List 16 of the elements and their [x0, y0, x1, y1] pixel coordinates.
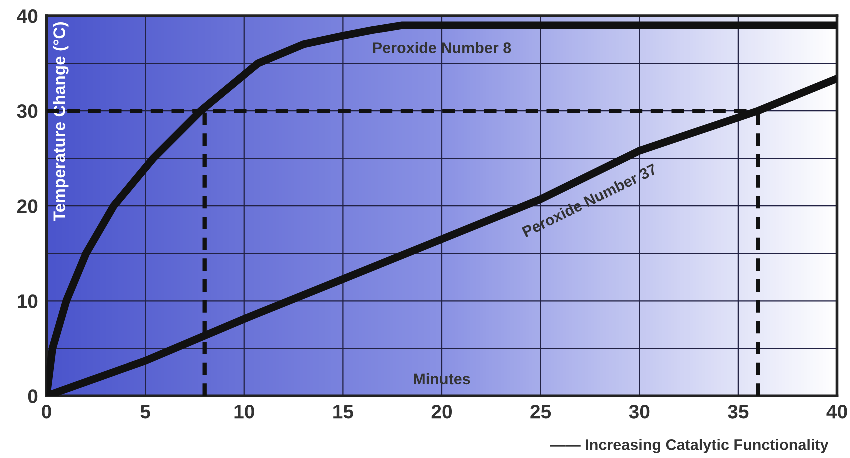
x-tick-label: 20 [432, 405, 452, 419]
x-tick-label: 25 [530, 405, 552, 419]
x-tick-label: 0 [42, 405, 52, 419]
y-axis-title: Temperature Change (°C) [53, 22, 69, 222]
x-tick-label: 30 [629, 405, 650, 419]
y-tick-label: 40 [17, 10, 38, 24]
x-tick-label: 15 [334, 405, 354, 419]
x-tick-label: 40 [826, 405, 848, 419]
y-tick-label: 20 [17, 200, 38, 214]
text: —— Increasing Catalytic Functionality [550, 439, 829, 454]
y-tick-label: 10 [18, 294, 38, 308]
y-tick-label: 0 [28, 390, 38, 404]
x-tick-label: 5 [140, 405, 150, 419]
x-tick-label: 35 [728, 405, 749, 419]
x-tick-label: 10 [234, 405, 254, 419]
y-tick-label: 30 [17, 104, 38, 118]
